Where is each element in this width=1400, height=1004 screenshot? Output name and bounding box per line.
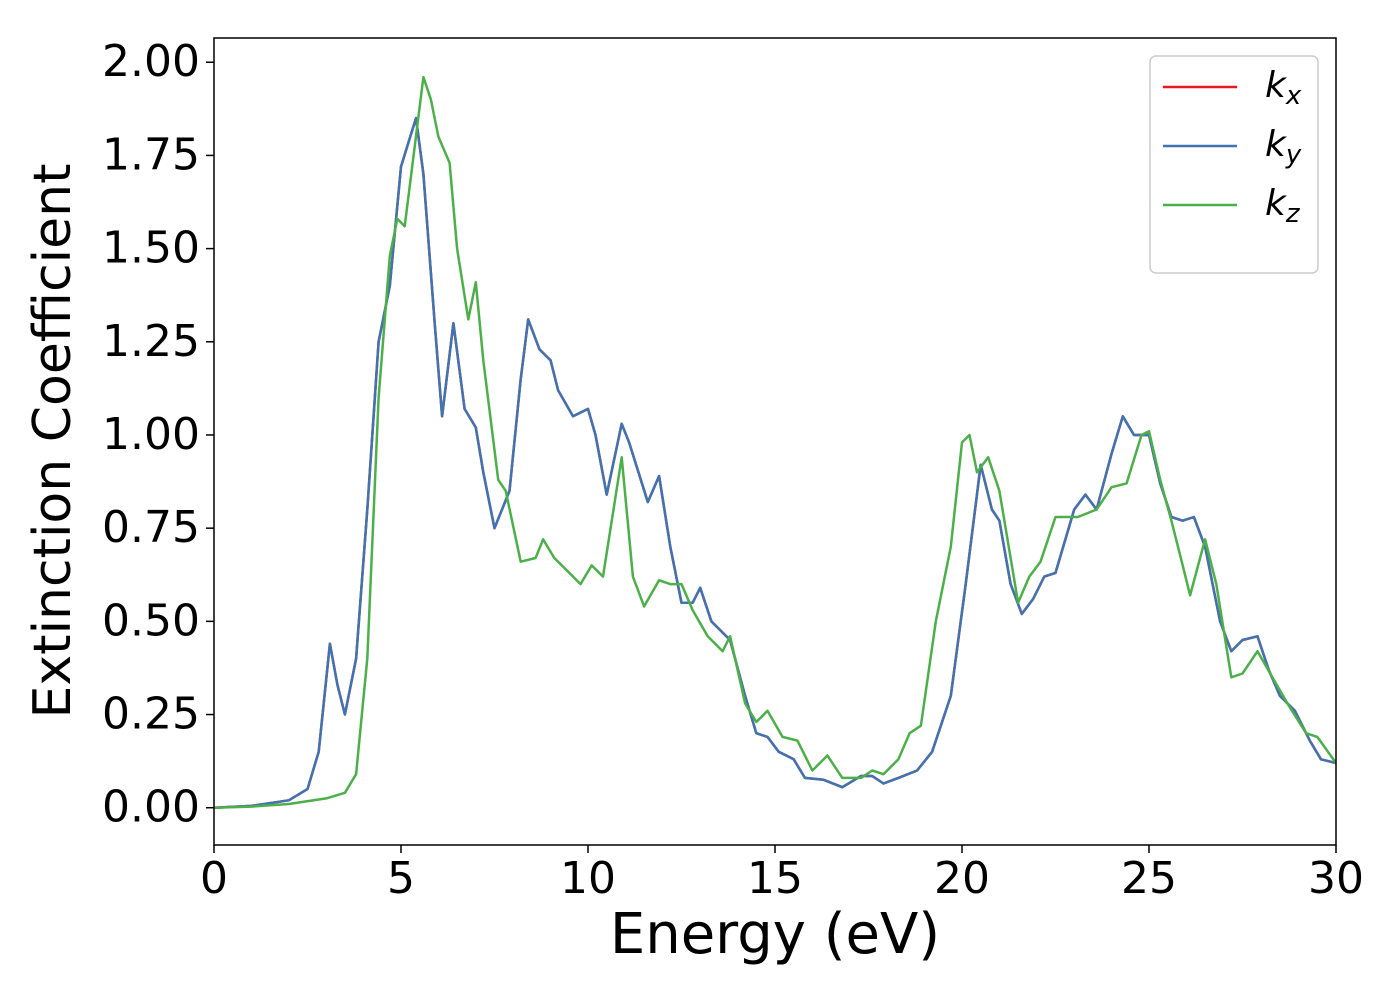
x-tick-label: 30 (1308, 853, 1364, 904)
y-tick-label: 0.75 (102, 502, 200, 553)
x-tick-label: 25 (1121, 853, 1177, 904)
x-tick-label: 15 (747, 853, 803, 904)
legend-label: ky (1265, 124, 1302, 170)
y-axis-label: Extinction Coefficient (23, 164, 83, 719)
x-axis-label: Energy (eV) (610, 902, 940, 967)
y-tick-label: 2.00 (102, 36, 200, 87)
data-line (214, 75, 1336, 809)
x-tick-label: 20 (934, 853, 990, 904)
legend-label: kz (1265, 183, 1301, 229)
x-tick-label: 10 (560, 853, 616, 904)
y-tick-label: 0.00 (102, 782, 200, 833)
x-tick-label: 0 (200, 853, 228, 904)
y-tick-label: 0.25 (102, 689, 200, 740)
y-tick-label: 0.50 (102, 595, 200, 646)
legend-box (1149, 55, 1319, 274)
y-tick-label: 1.00 (102, 409, 200, 460)
y-tick-label: 1.50 (102, 223, 200, 274)
legend-label: kx (1265, 65, 1302, 111)
x-tick-label: 5 (387, 853, 415, 904)
y-tick-label: 1.25 (102, 316, 200, 367)
plot-frame (213, 37, 1337, 846)
y-tick-label: 1.75 (102, 129, 200, 180)
